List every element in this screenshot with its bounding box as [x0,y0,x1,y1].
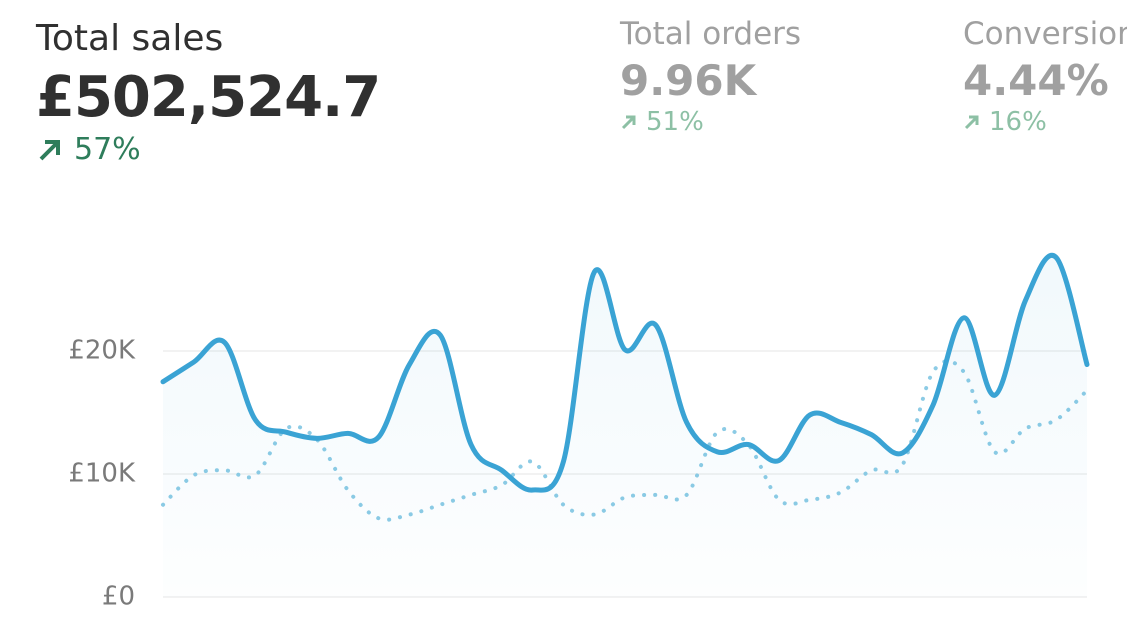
up-arrow-icon [39,139,60,160]
metric-total-sales[interactable]: Total sales £502,524.7 57% [36,18,381,167]
up-arrow-icon [621,115,636,130]
metric-change: 16% [963,107,1127,137]
metric-change: 57% [36,132,380,167]
metric-change: 51% [620,107,801,137]
change-text: 57% [74,132,141,167]
y-tick-label: £0 [102,582,135,612]
y-tick-label: £20K [68,336,136,366]
metric-value: £502,524.7 [36,65,381,130]
change-text: 51% [646,107,704,137]
metric-total-orders[interactable]: Total orders 9.96K 51% [620,16,801,137]
metric-label: Conversion [963,16,1127,52]
metric-value: 9.96K [620,56,757,105]
area-fill [163,255,1087,597]
line-current [160,252,1090,493]
metric-conversion[interactable]: Conversion 4.44% 16% [963,16,1127,137]
metric-label: Total sales [36,18,224,59]
y-tick-label: £10K [68,459,136,489]
change-text: 16% [989,107,1047,137]
metric-label: Total orders [620,16,802,52]
up-arrow-icon [964,115,979,130]
metric-value: 4.44% [963,56,1109,105]
